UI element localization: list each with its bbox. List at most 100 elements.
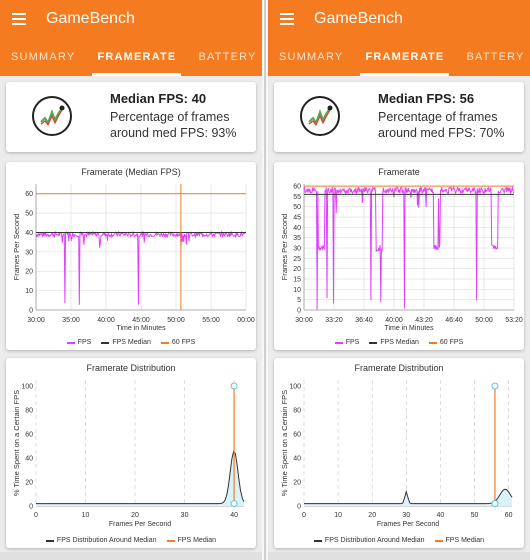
y-tick-label: 100 (21, 384, 33, 391)
y-tick-label: 60 (293, 184, 301, 191)
x-axis-label: Frames Per Second (377, 521, 439, 528)
bottom-strip (268, 552, 530, 560)
tab-battery[interactable]: BATTERY (466, 51, 525, 63)
legend-fps-median-label: FPS Median (177, 537, 217, 544)
framerate-legend: FPS FPS Median 60 FPS (274, 339, 524, 346)
y-tick-label: 15 (293, 277, 301, 284)
x-tick-label: 35:00 (62, 317, 80, 324)
percentage-around-median-label: Percentage of frames around med FPS: 70% (378, 110, 505, 140)
legend-distribution-label: FPS Distribution Around Median (324, 537, 425, 544)
tab-battery[interactable]: BATTERY (198, 51, 257, 63)
distribution-chart-title: Framerate Distribution (354, 363, 444, 373)
framerate-chart-card: Framerate 0 5 10 15 20 25 30 35 40 45 50 55 60 30:00 3… (274, 162, 524, 350)
legend-distribution-label: FPS Distribution Around Median (56, 537, 157, 544)
y-tick-label: 40 (293, 225, 301, 232)
x-tick-label: 40:00 (97, 317, 115, 324)
median-bottom-marker (491, 500, 499, 508)
y-tick-label: 55 (293, 194, 301, 201)
x-tick-label: 40 (436, 512, 444, 519)
tab-framerate[interactable]: FRAMERATE (354, 38, 455, 76)
y-tick-label: 50 (293, 204, 301, 211)
fps-series-line (303, 185, 515, 310)
legend-60fps: 60 FPS (428, 339, 463, 346)
legend-distribution: FPS Distribution Around Median (45, 537, 157, 544)
distribution-chart: 0 20 40 60 80 100 0 10 20 30 40 50 60 % Time Spent on… (280, 380, 513, 528)
y-tick-label: 60 (25, 191, 33, 198)
distribution-chart-card: Framerate Distribution 0 20 40 60 80 100 0 10 20… (6, 358, 256, 548)
panel-left: GameBench SUMMARY FRAMERATE BATTERY M Me… (0, 0, 262, 560)
y-tick-label: 35 (293, 235, 301, 242)
x-tick-label: 00:00 (237, 317, 255, 324)
x-tick-label: 10 (334, 512, 342, 519)
app-bar: GameBench (0, 0, 262, 38)
panel-right: GameBench SUMMARY FRAMERATE BATTERY M Me… (268, 0, 530, 560)
tab-framerate[interactable]: FRAMERATE (86, 38, 187, 76)
distribution-chart-card: Framerate Distribution 0 20 40 60 80 100 0 10 20… (274, 358, 524, 548)
x-tick-label: 45:00 (132, 317, 150, 324)
x-tick-label: 30:00 (27, 317, 45, 324)
y-tick-label: 50 (25, 211, 33, 218)
x-tick-label: 20 (368, 512, 376, 519)
distribution-area (36, 451, 244, 506)
median-fps-label: Median FPS: 40 (110, 91, 207, 106)
y-tick-label: 20 (293, 266, 301, 273)
y-tick-label: 30 (293, 246, 301, 253)
tab-summary[interactable]: SUMMARY (279, 51, 344, 63)
y-axis-label: % Time Spent on a Certain FPS (12, 390, 21, 496)
framerate-chart: 0 5 10 15 20 25 30 35 40 45 50 55 60 30:00 33:20 36:40 4… (280, 184, 523, 332)
legend-distribution: FPS Distribution Around Median (313, 537, 425, 544)
median-summary-card: Median FPS: 40 Percentage of frames arou… (6, 82, 256, 152)
median-top-marker (491, 382, 499, 390)
distribution-chart-title: Framerate Distribution (86, 363, 176, 373)
x-tick-label: 30:00 (295, 317, 313, 324)
median-bottom-marker (230, 500, 238, 508)
tab-bar: SUMMARY FRAMERATE BATTERY M (268, 38, 530, 76)
distribution-line (304, 488, 513, 505)
hamburger-menu-icon[interactable] (0, 0, 38, 38)
app-title: GameBench (46, 10, 135, 27)
y-tick-label: 0 (297, 504, 301, 511)
legend-fps-median: FPS Median (101, 339, 151, 346)
x-tick-label: 60 (505, 512, 513, 519)
legend-fps-median: FPS Median (166, 537, 217, 544)
y-tick-label: 40 (25, 230, 33, 237)
legend-60fps: 60 FPS (160, 339, 195, 346)
framerate-chart: 0 10 20 30 40 50 60 30:00 35:00 40:00 45:00 50:00 55… (12, 184, 255, 332)
y-tick-label: 100 (289, 384, 301, 391)
x-tick-label: 50 (471, 512, 479, 519)
distribution-legend: FPS Distribution Around Median FPS Media… (6, 537, 256, 544)
hamburger-menu-icon[interactable] (268, 0, 306, 38)
x-tick-label: 55:00 (202, 317, 220, 324)
distribution-line (36, 450, 245, 505)
y-axis-label: % Time Spent on a Certain FPS (280, 390, 289, 496)
legend-fps: FPS (66, 339, 92, 346)
x-tick-label: 30 (181, 512, 189, 519)
app-bar: GameBench (268, 0, 530, 38)
legend-fps-median-label: FPS Median (445, 537, 485, 544)
y-tick-label: 30 (25, 249, 33, 256)
x-tick-label: 53:20 (505, 317, 523, 324)
y-tick-label: 60 (293, 432, 301, 439)
x-tick-label: 0 (302, 512, 306, 519)
legend-fps-label: FPS (345, 339, 360, 346)
legend-fps-label: FPS (77, 339, 92, 346)
distribution-area (304, 489, 512, 506)
y-tick-label: 45 (293, 215, 301, 222)
y-tick-label: 5 (297, 297, 301, 304)
framerate-chart-card: Framerate (Median FPS) 0 10 20 30 40 50 60 30:0… (6, 162, 256, 350)
y-tick-label: 0 (29, 504, 33, 511)
y-axis-label: Frames Per Second (12, 214, 21, 281)
y-tick-label: 60 (25, 432, 33, 439)
y-tick-label: 80 (25, 408, 33, 415)
framerate-legend: FPS FPS Median 60 FPS (6, 339, 256, 346)
x-tick-label: 0 (34, 512, 38, 519)
tab-bar: SUMMARY FRAMERATE BATTERY M (0, 38, 262, 76)
x-tick-label: 30 (402, 512, 410, 519)
legend-fps-median-label: FPS Median (112, 339, 151, 346)
x-tick-label: 40:00 (385, 317, 403, 324)
median-summary-card: Median FPS: 56 Percentage of frames arou… (274, 82, 524, 152)
tab-summary[interactable]: SUMMARY (11, 51, 76, 63)
y-tick-label: 20 (25, 480, 33, 487)
legend-fps-median: FPS Median (369, 339, 419, 346)
